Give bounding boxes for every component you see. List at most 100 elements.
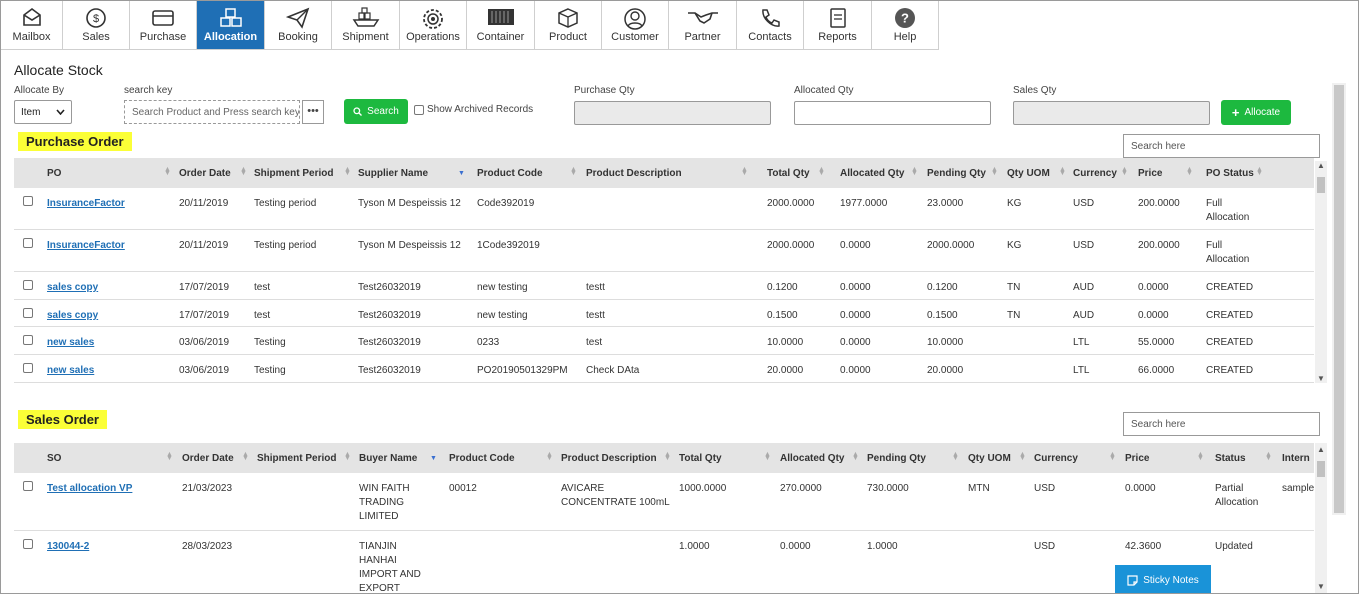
sort-icon[interactable]: ▲ ▼ — [664, 451, 671, 462]
sales-order-search-input[interactable]: Search here — [1123, 412, 1320, 436]
allocated-qty-input[interactable] — [794, 101, 991, 125]
col-price[interactable]: Price — [1138, 168, 1163, 179]
col-order-date[interactable]: Order Date — [182, 453, 234, 464]
sort-icon[interactable]: ▲ ▼ — [1197, 451, 1204, 462]
row-checkbox[interactable] — [23, 196, 33, 206]
row-checkbox[interactable] — [23, 363, 33, 373]
col-order-date[interactable]: Order Date — [179, 168, 231, 179]
nav-item-purchase[interactable]: Purchase — [130, 1, 197, 49]
sales-order-scrollbar[interactable]: ▲ ▼ — [1315, 443, 1327, 593]
sticky-notes-button[interactable]: Sticky Notes — [1115, 565, 1211, 593]
col-pending-qty[interactable]: Pending Qty — [867, 453, 926, 464]
sort-active-icon[interactable]: ▼ — [458, 170, 465, 177]
purchase-order-search-input[interactable]: Search here — [1123, 134, 1320, 158]
po-link[interactable]: sales copy — [47, 282, 99, 293]
po-link[interactable]: sales copy — [47, 310, 99, 321]
nav-item-help[interactable]: ? Help — [872, 1, 939, 49]
sort-icon[interactable]: ▲ ▼ — [1265, 451, 1272, 462]
search-button[interactable]: Search — [344, 99, 408, 124]
col-shipment-period[interactable]: Shipment Period — [257, 453, 337, 464]
row-checkbox[interactable] — [23, 308, 33, 318]
col-po-status[interactable]: PO Status — [1206, 168, 1254, 179]
page-scroll-thumb[interactable] — [1334, 85, 1344, 513]
row-checkbox[interactable] — [23, 280, 33, 290]
scroll-thumb[interactable] — [1317, 177, 1325, 193]
col-intern[interactable]: Intern — [1282, 453, 1310, 464]
nav-item-booking[interactable]: Booking — [265, 1, 332, 49]
sort-icon[interactable]: ▲ ▼ — [952, 451, 959, 462]
sort-icon[interactable]: ▲ ▼ — [852, 451, 859, 462]
col-total-qty[interactable]: Total Qty — [767, 168, 810, 179]
sort-icon[interactable]: ▲ ▼ — [1121, 166, 1128, 177]
col-product-description[interactable]: Product Description — [586, 168, 682, 179]
col-po[interactable]: PO — [47, 168, 62, 179]
sort-icon[interactable]: ▲ ▼ — [1186, 166, 1193, 177]
col-allocated-qty[interactable]: Allocated Qty — [780, 453, 845, 464]
col-so[interactable]: SO — [47, 453, 62, 464]
scroll-thumb[interactable] — [1317, 461, 1325, 477]
sort-icon[interactable]: ▲ ▼ — [344, 451, 351, 462]
sort-icon[interactable]: ▲ ▼ — [344, 166, 351, 177]
sort-icon[interactable]: ▲ ▼ — [164, 166, 171, 177]
sort-icon[interactable]: ▲ ▼ — [166, 451, 173, 462]
sort-icon[interactable]: ▲ ▼ — [242, 451, 249, 462]
col-allocated-qty[interactable]: Allocated Qty — [840, 168, 905, 179]
sort-icon[interactable]: ▲ ▼ — [911, 166, 918, 177]
nav-item-mailbox[interactable]: Mailbox — [1, 1, 63, 49]
nav-item-shipment[interactable]: Shipment — [332, 1, 400, 49]
col-supplier-name[interactable]: Supplier Name — [358, 168, 429, 179]
more-options-button[interactable]: ••• — [302, 100, 324, 124]
nav-item-operations[interactable]: Operations — [400, 1, 467, 49]
show-archived-toggle[interactable]: Show Archived Records — [414, 104, 533, 115]
sort-icon[interactable]: ▲ ▼ — [1019, 451, 1026, 462]
search-key-input[interactable]: Search Product and Press search key — [124, 100, 300, 124]
sort-icon[interactable]: ▲ ▼ — [1256, 166, 1263, 177]
allocate-button[interactable]: + Allocate — [1221, 100, 1291, 125]
col-product-code[interactable]: Product Code — [449, 453, 515, 464]
col-qty-uom[interactable]: Qty UOM — [1007, 168, 1050, 179]
row-checkbox[interactable] — [23, 238, 33, 248]
nav-item-contacts[interactable]: Contacts — [737, 1, 804, 49]
purchase-order-scrollbar[interactable]: ▲ ▼ — [1315, 161, 1327, 383]
col-price[interactable]: Price — [1125, 453, 1150, 464]
sort-icon[interactable]: ▲ ▼ — [1109, 451, 1116, 462]
scroll-down-icon[interactable]: ▼ — [1317, 582, 1325, 591]
col-total-qty[interactable]: Total Qty — [679, 453, 722, 464]
nav-item-customer[interactable]: Customer — [602, 1, 669, 49]
nav-item-sales[interactable]: $ Sales — [63, 1, 130, 49]
sort-icon[interactable]: ▲ ▼ — [546, 451, 553, 462]
page-scrollbar[interactable] — [1332, 83, 1346, 515]
po-link[interactable]: new sales — [47, 365, 95, 376]
col-buyer-name[interactable]: Buyer Name — [359, 453, 418, 464]
sort-icon[interactable]: ▲ ▼ — [991, 166, 998, 177]
col-pending-qty[interactable]: Pending Qty — [927, 168, 986, 179]
col-currency[interactable]: Currency — [1073, 168, 1117, 179]
col-product-code[interactable]: Product Code — [477, 168, 543, 179]
nav-item-reports[interactable]: Reports — [804, 1, 872, 49]
nav-item-partner[interactable]: Partner — [669, 1, 737, 49]
sort-icon[interactable]: ▲ ▼ — [741, 166, 748, 177]
scroll-up-icon[interactable]: ▲ — [1317, 445, 1325, 454]
allocate-by-select[interactable]: Item — [14, 100, 72, 124]
show-archived-checkbox[interactable] — [414, 104, 424, 115]
sort-icon[interactable]: ▲ ▼ — [240, 166, 247, 177]
so-link[interactable]: Test allocation VP — [47, 483, 133, 494]
sort-icon[interactable]: ▲ ▼ — [764, 451, 771, 462]
scroll-up-icon[interactable]: ▲ — [1317, 161, 1325, 170]
sort-active-icon[interactable]: ▼ — [430, 455, 437, 462]
col-currency[interactable]: Currency — [1034, 453, 1078, 464]
po-link[interactable]: new sales — [47, 337, 95, 348]
so-link[interactable]: 130044-2 — [47, 541, 90, 552]
nav-item-allocation[interactable]: Allocation — [197, 1, 265, 49]
col-status[interactable]: Status — [1215, 453, 1246, 464]
col-shipment-period[interactable]: Shipment Period — [254, 168, 334, 179]
row-checkbox[interactable] — [23, 335, 33, 345]
sort-icon[interactable]: ▲ ▼ — [570, 166, 577, 177]
col-product-description[interactable]: Product Description — [561, 453, 657, 464]
sort-icon[interactable]: ▲ ▼ — [1059, 166, 1066, 177]
scroll-down-icon[interactable]: ▼ — [1317, 374, 1325, 383]
nav-item-product[interactable]: Product — [535, 1, 602, 49]
po-link[interactable]: InsuranceFactor — [47, 240, 125, 251]
sort-icon[interactable]: ▲ ▼ — [818, 166, 825, 177]
row-checkbox[interactable] — [23, 539, 33, 549]
